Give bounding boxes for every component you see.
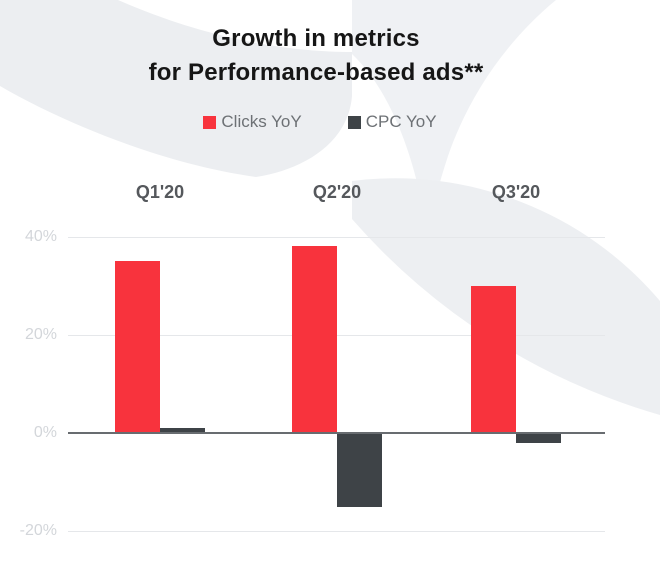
legend-label-cpc-yoy: CPC YoY (365, 112, 437, 131)
category-label-q2-20: Q2'20 (312, 182, 362, 202)
bar-cpc-yoy-q1-20 (160, 427, 205, 433)
chart-title-line1: Growth in metrics (212, 25, 420, 52)
legend-label-clicks-yoy: Clicks YoY (221, 112, 302, 131)
chart-title-line2: for Performance-based ads** (148, 59, 484, 86)
legend: Clicks YoY CPC YoY (0, 112, 640, 132)
legend-swatch-clicks-yoy (203, 115, 217, 129)
category-label-q1-20: Q1'20 (135, 182, 185, 202)
ytick-label-20: -20% (19, 521, 57, 539)
bar-cpc-yoy-q3-20 (516, 433, 561, 444)
bar-clicks-yoy-q3-20 (471, 285, 516, 433)
ytick-label-40: 40% (24, 227, 57, 245)
x-axis-zero-line (68, 431, 605, 434)
bar-clicks-yoy-q2-20 (292, 246, 337, 433)
category-label-q3-20: Q3'20 (491, 182, 541, 202)
ytick-label-20: 20% (24, 325, 57, 343)
legend-item-cpc-yoy: CPC YoY (347, 112, 437, 132)
legend-swatch-cpc-yoy (347, 115, 361, 129)
bar-clicks-yoy-q1-20 (115, 261, 160, 433)
gridline-20 (68, 530, 605, 532)
ytick-label-0: 0% (33, 423, 57, 441)
chart-title: Growth in metrics for Performance-based … (0, 22, 632, 90)
legend-item-clicks-yoy: Clicks YoY (203, 112, 302, 132)
gridline-40 (68, 236, 605, 238)
bar-cpc-yoy-q2-20 (337, 433, 382, 507)
